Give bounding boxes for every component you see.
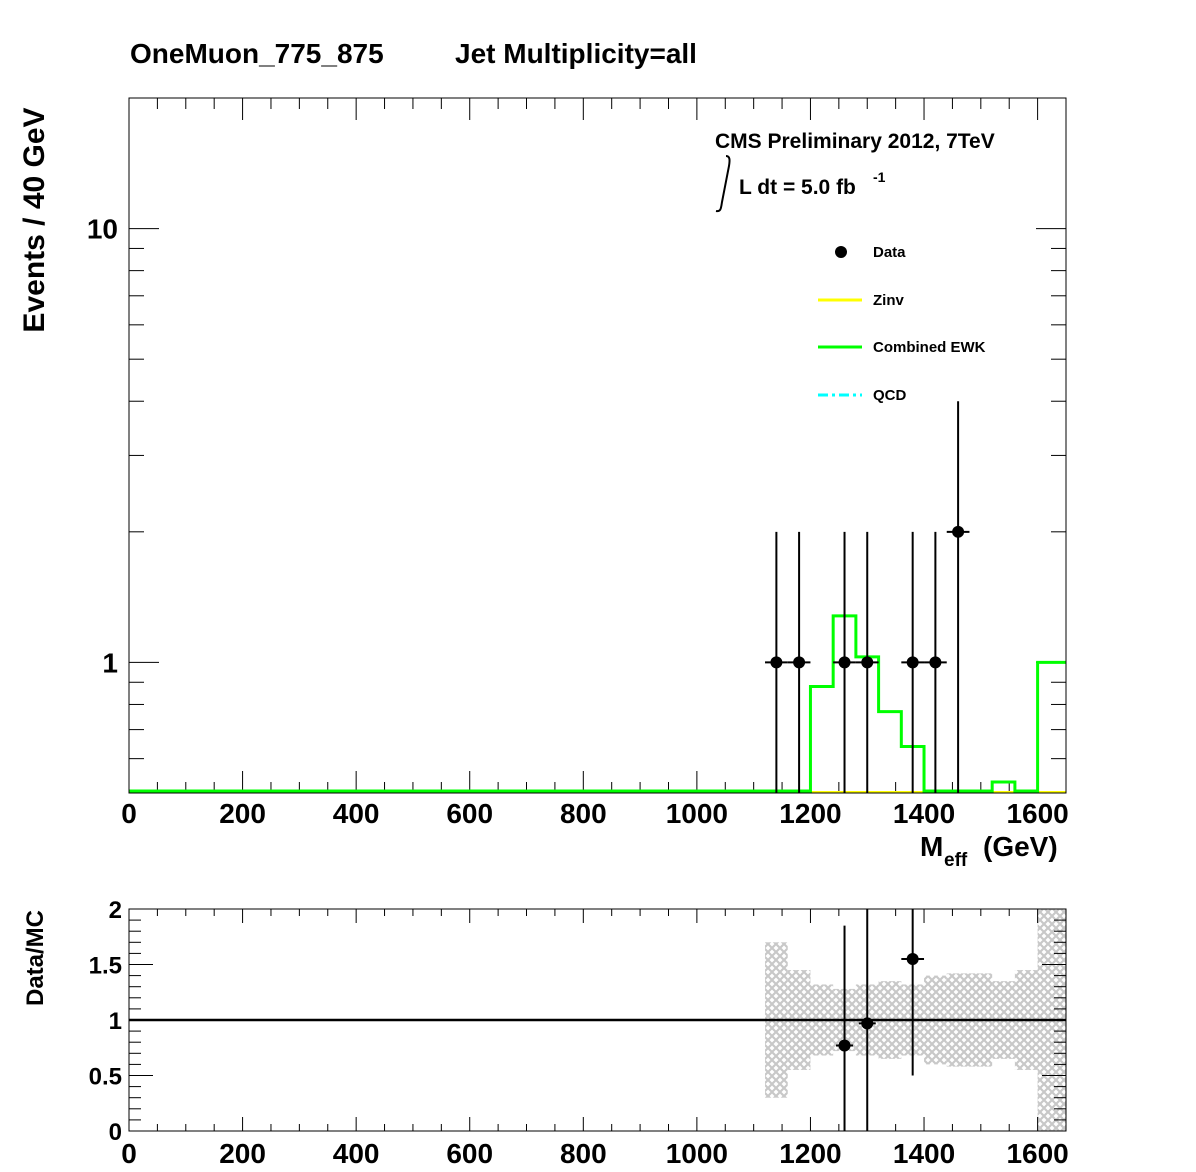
main-x-tick-label: 1200 bbox=[779, 798, 841, 829]
main-x-tick-label: 1400 bbox=[893, 798, 955, 829]
title-right: Jet Multiplicity=all bbox=[455, 38, 697, 69]
main-plot-panel: 0 200 400 600 800 1000 1200 1400 1600 1 10 Events… bbox=[18, 98, 1069, 871]
ratio-y-tick-label: 0 bbox=[109, 1119, 122, 1146]
data-point bbox=[861, 656, 873, 668]
main-frame bbox=[129, 98, 1066, 793]
main-x-tick-label: 600 bbox=[446, 798, 493, 829]
data-point bbox=[907, 656, 919, 668]
ratio-x-tick-label: 600 bbox=[446, 1138, 493, 1169]
experiment-label: CMS Preliminary 2012, 7TeV bbox=[715, 130, 995, 153]
luminosity-exponent: -1 bbox=[873, 169, 886, 185]
legend-label: Data bbox=[873, 244, 906, 261]
data-point bbox=[929, 656, 941, 668]
ratio-x-tick-label: 200 bbox=[219, 1138, 266, 1169]
ratio-point bbox=[839, 1040, 851, 1052]
main-x-tick-label: 0 bbox=[121, 798, 137, 829]
main-x-tick-label: 400 bbox=[333, 798, 380, 829]
main-x-tick-label: 1000 bbox=[666, 798, 728, 829]
legend-label: Combined EWK bbox=[873, 339, 986, 356]
integral-sign-icon bbox=[716, 156, 730, 211]
main-y-axis-title: Events / 40 GeV bbox=[18, 107, 51, 332]
main-x-tick-label: 800 bbox=[560, 798, 607, 829]
main-y-tick-label: 1 bbox=[102, 647, 118, 678]
ratio-y-tick-label: 1.5 bbox=[89, 953, 122, 980]
ratio-x-tick-label: 400 bbox=[333, 1138, 380, 1169]
ratio-point bbox=[907, 953, 919, 965]
ratio-plot-panel: 0 200 400 600 800 1000 1200 1400 1600 00.511.52 … bbox=[22, 897, 1069, 1169]
ratio-x-tick-label: 1400 bbox=[893, 1138, 955, 1169]
ratio-y-axis-title: Data/MC bbox=[22, 910, 49, 1006]
legend-label: Zinv bbox=[873, 292, 904, 309]
data-point bbox=[770, 656, 782, 668]
legend-data-marker bbox=[835, 246, 847, 258]
ratio-y-tick-label: 1 bbox=[109, 1008, 122, 1035]
data-point bbox=[793, 656, 805, 668]
ratio-x-tick-label: 0 bbox=[121, 1138, 137, 1169]
x-axis-title-main: M bbox=[920, 831, 943, 862]
ratio-y-tick-label: 2 bbox=[109, 897, 122, 924]
x-axis-title-unit: (GeV) bbox=[983, 831, 1058, 862]
legend-label: QCD bbox=[873, 387, 907, 404]
data-point bbox=[839, 656, 851, 668]
ratio-x-tick-label: 1600 bbox=[1006, 1138, 1068, 1169]
main-y-tick-label: 10 bbox=[87, 214, 118, 245]
ratio-x-tick-label: 1000 bbox=[666, 1138, 728, 1169]
main-x-tick-label: 1600 bbox=[1006, 798, 1068, 829]
x-axis-title-subscript: eff bbox=[944, 850, 968, 871]
main-x-axis-title: M eff (GeV) bbox=[920, 831, 1058, 871]
data-point bbox=[952, 526, 964, 538]
ratio-point bbox=[861, 1017, 873, 1029]
combined-ewk-histogram bbox=[129, 616, 1066, 791]
ratio-x-tick-label: 1200 bbox=[779, 1138, 841, 1169]
ratio-y-tick-label: 0.5 bbox=[89, 1064, 122, 1091]
main-x-tick-label: 200 bbox=[219, 798, 266, 829]
cms-annotation: CMS Preliminary 2012, 7TeV L dt = 5.0 fb… bbox=[715, 130, 995, 211]
title-left: OneMuon_775_875 bbox=[130, 38, 384, 69]
legend: Data Zinv Combined EWK QCD bbox=[818, 244, 986, 404]
ratio-x-tick-label: 800 bbox=[560, 1138, 607, 1169]
luminosity-label: L dt = 5.0 fb bbox=[739, 176, 856, 199]
